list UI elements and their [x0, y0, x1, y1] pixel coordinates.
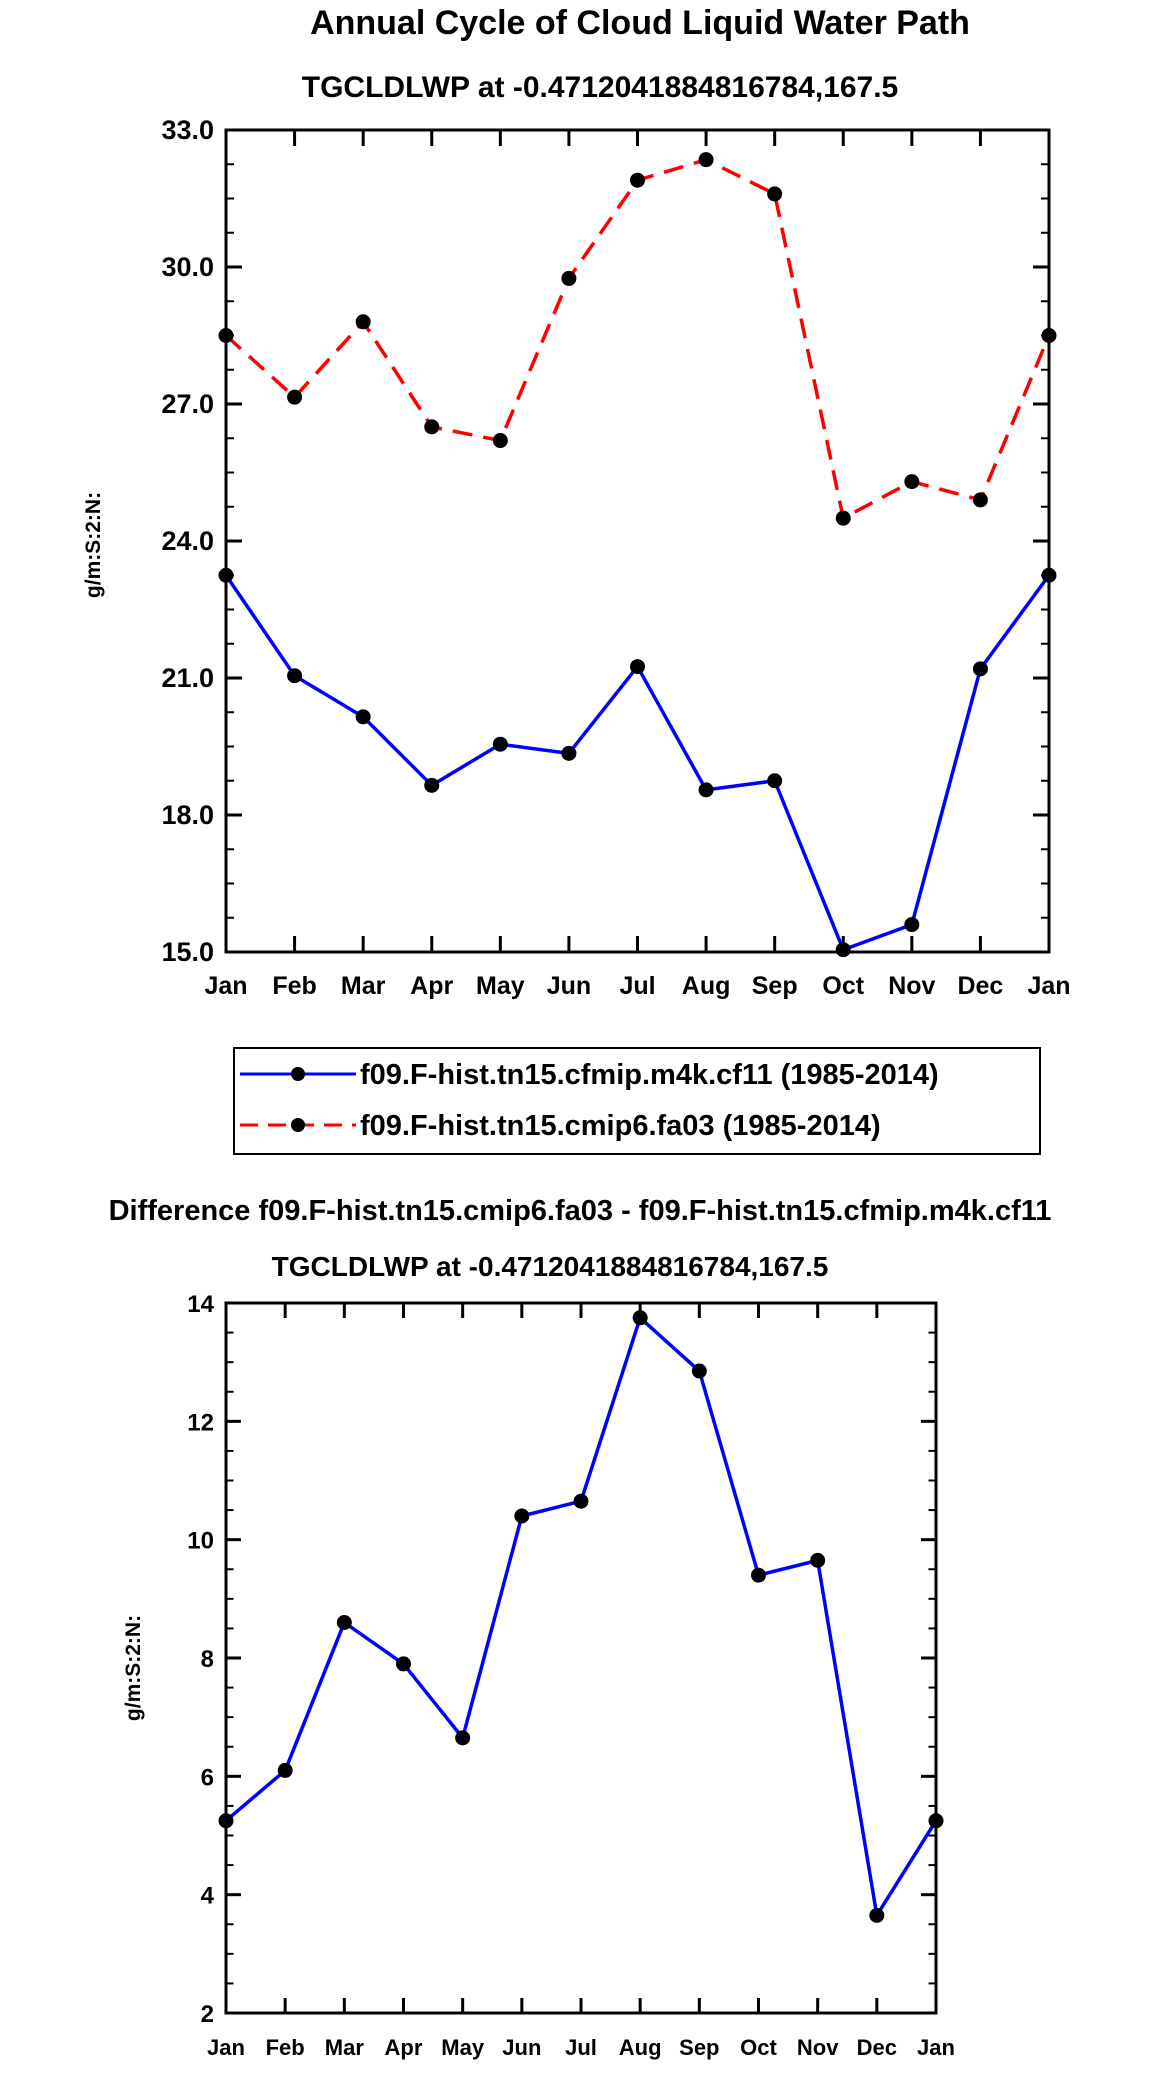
- chart1-x-tick-label: Sep: [752, 972, 798, 1000]
- chart2-y-tick-label: 8: [201, 1646, 214, 1673]
- chart1-y-tick-label: 30.0: [161, 252, 214, 282]
- chart2-x-tick-label: Jun: [502, 2035, 541, 2060]
- legend-label-series-1: f09.F-hist.tn15.cfmip.m4k.cf11 (1985-201…: [360, 1059, 939, 1091]
- chart2-x-tick-label: Jan: [917, 2035, 955, 2060]
- chart1-y-tick-label: 24.0: [161, 526, 214, 556]
- chart1-x-tick-label: Dec: [957, 972, 1003, 1000]
- chart2-plot: 2 4 6 8 10 12 14 Jan Feb Mar Apr May Jun Jul Aug Sep Oct…: [187, 1291, 955, 2060]
- chart1-series-2-point: [972, 492, 988, 508]
- chart2-series-1-point: [632, 1310, 648, 1326]
- chart2-series-1-point: [455, 1730, 471, 1746]
- chart1-x-tick-label: Nov: [888, 972, 935, 1000]
- chart1-y-tick-label: 21.0: [161, 663, 214, 693]
- chart2-y-tick-label: 14: [187, 1291, 214, 1318]
- chart1-series-1-point: [287, 668, 303, 684]
- chart1-series-2-point: [767, 186, 783, 202]
- chart2-y-tick-label: 4: [201, 1883, 215, 1910]
- chart2-y-axis-label: g/m:S:2:N:: [122, 1615, 145, 1721]
- chart1-series-2-point: [218, 328, 234, 343]
- chart1-series-2-point: [424, 419, 440, 435]
- legend-box: [233, 1047, 1041, 1155]
- chart1-series-2-point: [630, 172, 645, 188]
- chart1-y-tick-label: 27.0: [161, 389, 214, 419]
- chart2-x-tick-label: Mar: [325, 2035, 365, 2060]
- chart1-x-tick-label: Apr: [410, 972, 453, 1000]
- chart1-y-tick-label: 18.0: [161, 800, 214, 830]
- chart2-series-1-point: [751, 1567, 766, 1583]
- legend: f09.F-hist.tn15.cfmip.m4k.cf11 (1985-201…: [233, 1047, 1041, 1155]
- chart2-y-tick-label: 10: [187, 1528, 214, 1555]
- chart1-series-2-point: [287, 389, 303, 405]
- chart1-series-1-point: [1041, 567, 1057, 583]
- chart1-series-2-point: [355, 314, 371, 330]
- chart1-x-tick-label: Jul: [619, 972, 655, 1000]
- chart2-y-tick-label: 2: [201, 2001, 214, 2028]
- chart1-series-2-point: [492, 433, 508, 449]
- chart1-x-tick-label: Jan: [204, 972, 247, 1000]
- chart1-series-1-point: [698, 782, 714, 798]
- chart2-x-tick-label: Jul: [565, 2035, 597, 2060]
- chart2-title: Difference f09.F-hist.tn15.cmip6.fa03 - …: [109, 1195, 1052, 1227]
- chart2-x-tick-label: Sep: [679, 2035, 719, 2060]
- chart2-series-1-point: [691, 1363, 707, 1379]
- chart2-series-1-point: [573, 1493, 589, 1509]
- chart1-x-tick-label: Mar: [341, 972, 386, 1000]
- chart1-x-tick-label: Jun: [547, 972, 591, 1000]
- chart1-series-1-line: [224, 574, 1051, 952]
- chart1-series-1-point: [561, 745, 577, 761]
- chart1-series-1-point: [630, 659, 645, 675]
- chart1-series-2-point: [1041, 328, 1057, 343]
- chart2-x-tick-label: Aug: [619, 2035, 662, 2060]
- chart2-x-tick-label: Feb: [266, 2035, 305, 2060]
- chart1-y-tick-label: 33.0: [161, 115, 214, 145]
- legend-marker-series-2: [291, 1118, 305, 1132]
- chart1-x-tick-label: Aug: [682, 972, 731, 1000]
- chart1-series-2-point: [835, 510, 851, 526]
- chart1-series-2-point: [561, 270, 577, 286]
- chart2-series-1-point: [810, 1552, 826, 1568]
- chart2-series-1-point: [928, 1813, 944, 1829]
- legend-marker-series-1: [291, 1067, 305, 1081]
- chart1-subtitle: TGCLDLWP at -0.4712041884816784,167.5: [302, 71, 898, 104]
- chart1-frame: [224, 128, 1051, 954]
- chart2-subtitle: TGCLDLWP at -0.4712041884816784,167.5: [272, 1251, 829, 1282]
- chart1-series-1-point: [972, 661, 988, 677]
- chart2-x-tick-label: Jan: [207, 2035, 245, 2060]
- chart1-series-2-point: [904, 474, 920, 490]
- chart1-x-tick-label: Feb: [272, 972, 316, 1000]
- chart2-y-tick-label: 6: [201, 1764, 214, 1791]
- chart1-series-1-point: [835, 942, 851, 958]
- chart2-series-1-point: [277, 1762, 293, 1778]
- chart2-series-1-point: [869, 1907, 885, 1923]
- chart2-x-tick-label: May: [441, 2035, 485, 2060]
- chart1-y-tick-label: 15.0: [161, 937, 214, 967]
- chart2-frame: [224, 1301, 938, 2015]
- chart1-title: Annual Cycle of Cloud Liquid Water Path: [310, 4, 970, 42]
- chart1-series-2-line: [224, 157, 1051, 520]
- chart1-series-1-point: [355, 709, 371, 725]
- chart1-series-1-point: [904, 917, 920, 933]
- chart2-series-1-line: [224, 1316, 938, 1918]
- chart2-y-tick-label: 12: [187, 1409, 214, 1436]
- chart1-plot: 15.0 18.0 21.0 24.0 27.0 30.0 33.0 Jan Feb Mar Apr…: [161, 115, 1070, 1000]
- chart1-series-1-point: [424, 777, 440, 793]
- chart2-x-tick-label: Dec: [857, 2035, 897, 2060]
- chart2-x-tick-label: Nov: [797, 2035, 839, 2060]
- chart1-x-tick-label: Jan: [1027, 972, 1070, 1000]
- chart1-series-1-point: [218, 567, 234, 583]
- legend-label-series-2: f09.F-hist.tn15.cmip6.fa03 (1985-2014): [360, 1110, 881, 1142]
- chart1-series-1-point: [492, 736, 508, 752]
- chart2-series-1-point: [514, 1508, 530, 1524]
- chart1-x-tick-label: Oct: [822, 972, 864, 1000]
- chart2-series-1-point: [336, 1615, 352, 1630]
- chart1-y-axis-label: g/m:S:2:N:: [82, 492, 105, 598]
- chart2-series-1-point: [218, 1813, 234, 1829]
- chart2-series-1-point: [396, 1656, 411, 1672]
- chart1-series-1-point: [767, 773, 783, 789]
- chart1-x-tick-label: May: [476, 972, 525, 1000]
- chart1-series-2-point: [698, 152, 714, 168]
- chart2-x-tick-label: Apr: [385, 2035, 423, 2060]
- chart2-x-tick-label: Oct: [740, 2035, 777, 2060]
